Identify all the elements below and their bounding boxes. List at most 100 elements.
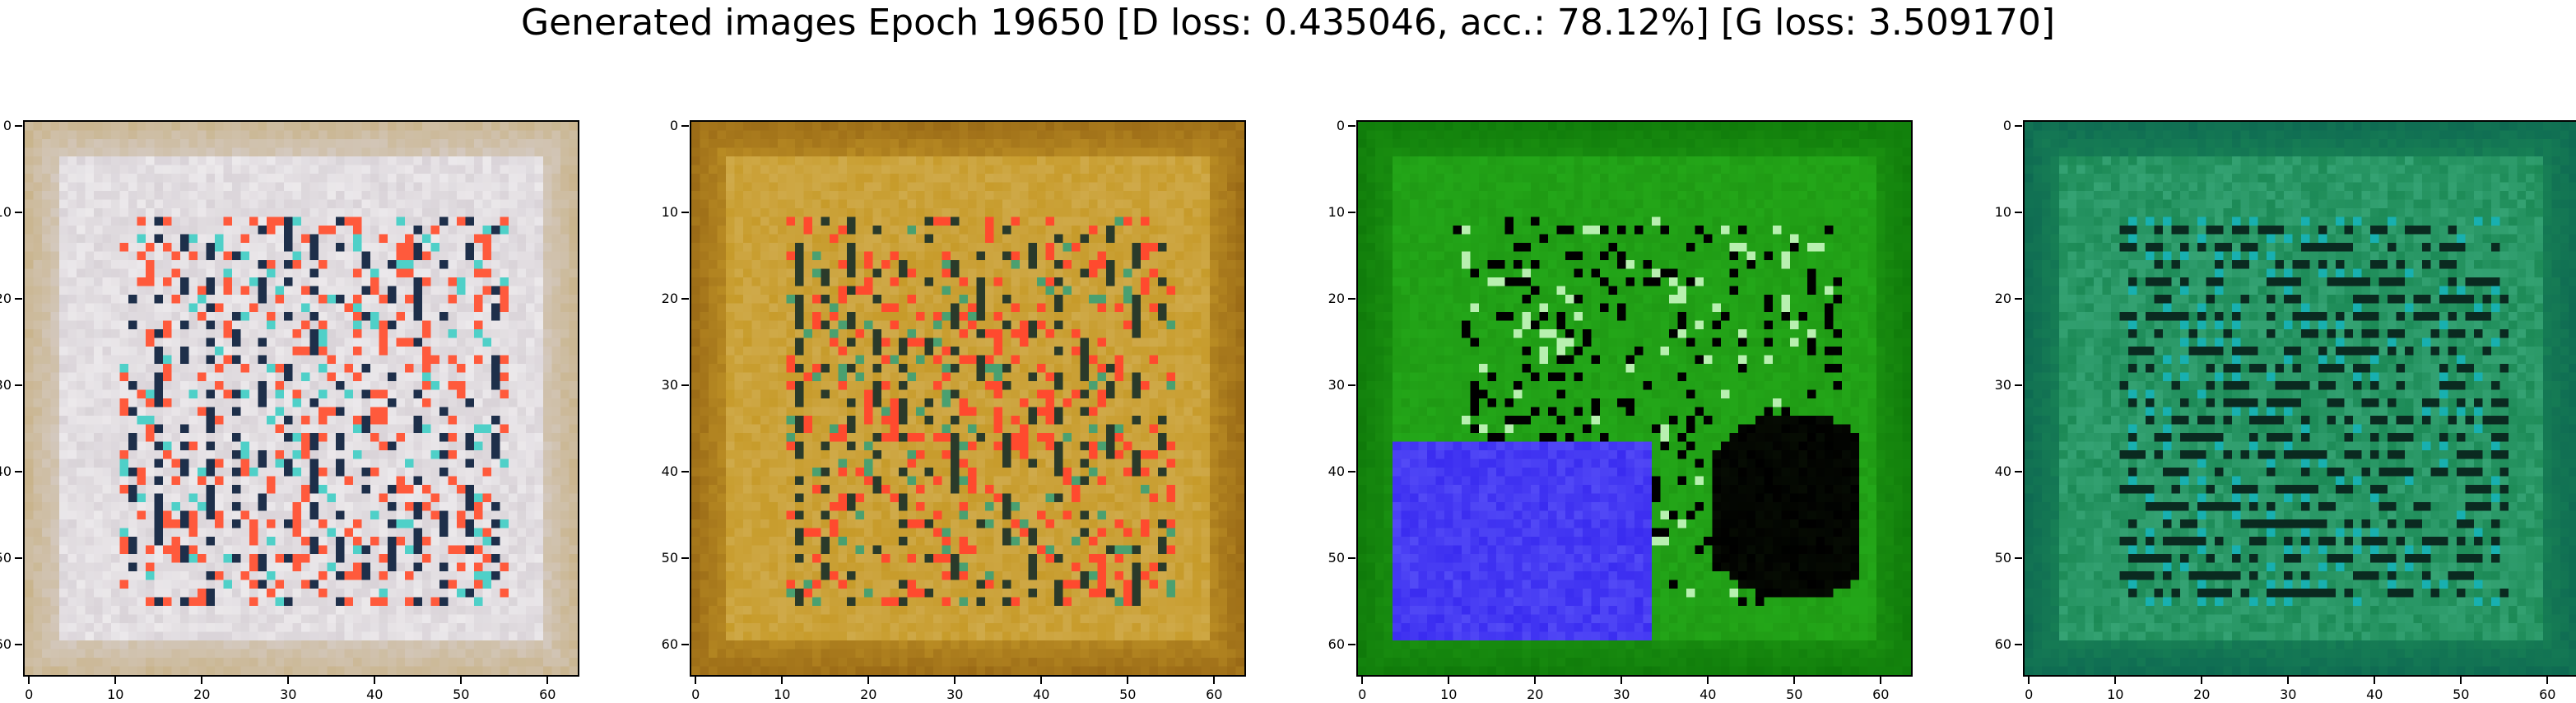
y-tick-label: 10 (0, 204, 12, 221)
y-tick-label: 50 (1978, 550, 2011, 566)
figure-title: Generated images Epoch 19650 [D loss: 0.… (0, 2, 2576, 44)
y-tick-mark (681, 471, 689, 473)
x-tick-mark (1213, 677, 1215, 684)
y-tick-label: 0 (0, 118, 12, 134)
y-tick-label: 0 (1312, 118, 1345, 134)
y-tick-label: 60 (645, 636, 678, 653)
x-tick-mark (1620, 677, 1622, 684)
x-tick-mark (28, 677, 30, 684)
x-tick-mark (1793, 677, 1795, 684)
x-tick-label: 0 (4, 687, 53, 703)
y-tick-mark (1348, 557, 1355, 559)
x-tick-mark (2460, 677, 2462, 684)
y-tick-label: 60 (1312, 636, 1345, 653)
x-tick-label: 40 (2350, 687, 2399, 703)
x-tick-mark (1127, 677, 1128, 684)
generated-image (2023, 120, 2576, 677)
y-tick-label: 30 (645, 377, 678, 393)
x-tick-label: 10 (2090, 687, 2140, 703)
y-tick-label: 0 (1978, 118, 2011, 134)
y-tick-mark (2015, 557, 2022, 559)
y-tick-label: 20 (0, 291, 12, 307)
y-tick-mark (15, 212, 22, 213)
x-tick-mark (1534, 677, 1536, 684)
x-tick-label: 40 (1683, 687, 1732, 703)
generated-image-pixels (25, 122, 578, 675)
x-tick-label: 20 (177, 687, 226, 703)
y-tick-mark (1348, 644, 1355, 645)
x-tick-mark (1707, 677, 1709, 684)
x-tick-mark (201, 677, 202, 684)
x-tick-mark (2287, 677, 2289, 684)
x-tick-mark (2028, 677, 2030, 684)
y-tick-mark (681, 212, 689, 213)
y-tick-mark (681, 557, 689, 559)
x-tick-mark (1361, 677, 1363, 684)
x-tick-label: 20 (1510, 687, 1560, 703)
y-tick-mark (1348, 384, 1355, 386)
y-tick-label: 40 (1312, 463, 1345, 480)
x-tick-mark (695, 677, 696, 684)
y-tick-label: 30 (1312, 377, 1345, 393)
x-tick-mark (2374, 677, 2375, 684)
generated-image (1356, 120, 1913, 677)
y-tick-mark (1348, 125, 1355, 127)
y-tick-label: 20 (1312, 291, 1345, 307)
x-tick-mark (1448, 677, 1449, 684)
y-tick-mark (2015, 298, 2022, 300)
y-tick-mark (681, 384, 689, 386)
y-tick-mark (15, 125, 22, 127)
y-tick-mark (2015, 384, 2022, 386)
x-tick-label: 30 (263, 687, 313, 703)
generated-image-pixels (2025, 122, 2576, 675)
y-tick-label: 40 (645, 463, 678, 480)
x-tick-label: 0 (2004, 687, 2053, 703)
y-tick-mark (2015, 125, 2022, 127)
x-tick-mark (1880, 677, 1881, 684)
generated-image (690, 120, 1246, 677)
y-tick-mark (1348, 471, 1355, 473)
x-tick-label: 60 (1189, 687, 1239, 703)
y-tick-mark (15, 384, 22, 386)
x-tick-mark (954, 677, 956, 684)
y-tick-mark (2015, 212, 2022, 213)
x-tick-mark (287, 677, 289, 684)
y-tick-mark (15, 557, 22, 559)
y-tick-mark (681, 644, 689, 645)
x-tick-mark (781, 677, 783, 684)
x-tick-label: 10 (1424, 687, 1473, 703)
x-tick-label: 20 (2177, 687, 2226, 703)
x-tick-mark (2201, 677, 2202, 684)
x-tick-label: 20 (844, 687, 893, 703)
x-tick-label: 0 (671, 687, 720, 703)
x-tick-mark (374, 677, 375, 684)
y-tick-label: 50 (645, 550, 678, 566)
y-tick-mark (15, 471, 22, 473)
x-tick-label: 60 (1856, 687, 1905, 703)
y-tick-label: 20 (1978, 291, 2011, 307)
y-tick-label: 10 (645, 204, 678, 221)
y-tick-label: 30 (1978, 377, 2011, 393)
generated-image-pixels (1358, 122, 1911, 675)
generated-image-pixels (691, 122, 1244, 675)
y-tick-label: 50 (0, 550, 12, 566)
x-tick-mark (114, 677, 116, 684)
x-tick-mark (460, 677, 462, 684)
y-tick-label: 60 (0, 636, 12, 653)
x-tick-mark (867, 677, 869, 684)
y-tick-label: 30 (0, 377, 12, 393)
x-tick-label: 30 (2263, 687, 2313, 703)
y-tick-label: 0 (645, 118, 678, 134)
y-tick-label: 40 (0, 463, 12, 480)
x-tick-mark (2114, 677, 2116, 684)
y-tick-label: 10 (1312, 204, 1345, 221)
x-tick-mark (2546, 677, 2548, 684)
x-tick-label: 30 (930, 687, 979, 703)
y-tick-mark (2015, 471, 2022, 473)
x-tick-mark (546, 677, 548, 684)
x-tick-label: 50 (1103, 687, 1152, 703)
